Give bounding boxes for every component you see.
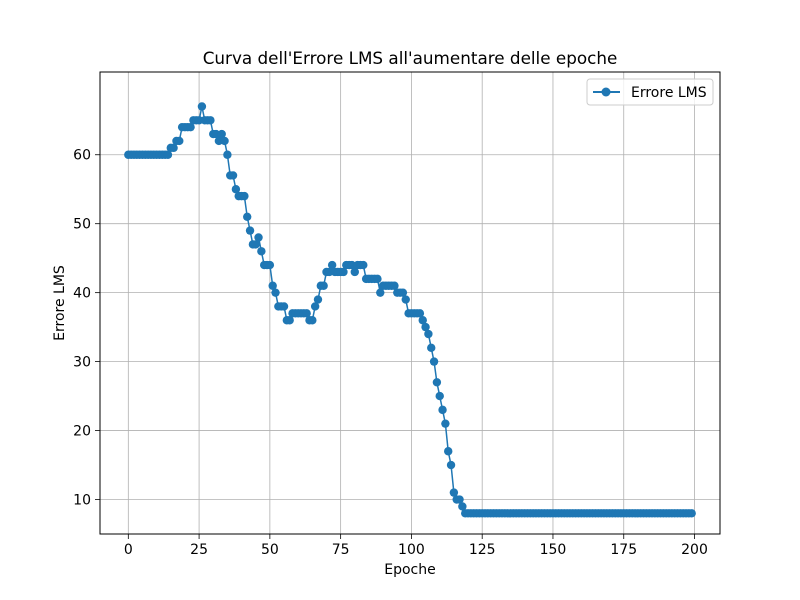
data-point — [435, 391, 444, 401]
data-point — [228, 171, 238, 180]
data-point — [429, 357, 439, 366]
data-point — [223, 150, 232, 159]
data-point — [254, 233, 263, 242]
plot-frame — [99, 71, 721, 535]
data-point — [401, 295, 410, 304]
y-tick-label: 50 — [73, 217, 91, 233]
data-point — [441, 419, 450, 428]
y-tick-label: 10 — [73, 493, 91, 509]
data-point — [313, 295, 323, 304]
series-errore-lms — [124, 102, 696, 518]
data-point — [398, 288, 408, 297]
x-tick-label: 50 — [261, 542, 279, 558]
data-point — [432, 378, 442, 387]
data-point — [339, 267, 348, 277]
x-tick-label: 150 — [540, 542, 567, 558]
data-point — [163, 150, 173, 159]
x-tick-label: 0 — [124, 542, 133, 558]
x-axis-ticks: 0 25 50 75 100 125 150 175 200 — [124, 534, 708, 558]
y-tick-label: 20 — [73, 424, 91, 440]
data-point — [220, 136, 229, 146]
data-point — [257, 247, 266, 256]
data-point — [373, 274, 382, 284]
data-point — [427, 343, 436, 353]
data-point — [319, 281, 328, 290]
data-point — [376, 288, 385, 297]
data-point — [265, 260, 275, 270]
data-point — [421, 322, 430, 332]
data-point — [245, 226, 255, 235]
y-axis-ticks: 10 20 30 40 50 60 — [73, 148, 100, 509]
data-point — [251, 240, 260, 249]
chart-title: Curva dell'Errore LMS all'aumentare dell… — [203, 48, 618, 68]
data-point — [390, 281, 399, 290]
data-point — [327, 260, 337, 270]
x-tick-label: 25 — [190, 542, 208, 558]
x-tick-label: 100 — [398, 542, 425, 558]
legend-marker-swatch — [601, 87, 611, 97]
data-point — [418, 316, 427, 325]
y-axis-label: Errore LMS — [52, 265, 68, 341]
data-point — [285, 316, 294, 325]
data-point — [359, 260, 368, 270]
y-tick-label: 60 — [73, 148, 91, 164]
data-point — [206, 116, 215, 125]
data-point — [687, 509, 696, 518]
data-point — [217, 129, 226, 139]
grid-lines — [100, 72, 720, 534]
data-point — [175, 136, 184, 146]
legend-box — [586, 78, 714, 106]
x-tick-label: 175 — [610, 542, 637, 558]
data-point — [458, 502, 467, 511]
data-point — [444, 447, 453, 456]
x-axis-label: Epoche — [384, 562, 435, 578]
x-tick-label: 75 — [332, 542, 350, 558]
data-point — [415, 309, 425, 318]
data-point — [268, 281, 277, 290]
y-tick-label: 40 — [73, 286, 91, 302]
data-point — [243, 212, 252, 222]
data-point — [446, 460, 456, 470]
y-tick-label: 30 — [73, 355, 91, 371]
data-point — [279, 302, 289, 311]
legend: Errore LMS — [586, 78, 714, 106]
data-point — [438, 405, 447, 415]
x-tick-label: 125 — [469, 542, 496, 558]
data-point — [231, 185, 241, 194]
legend-label: Errore LMS — [631, 85, 707, 101]
x-tick-label: 200 — [681, 542, 708, 558]
data-point — [350, 267, 359, 277]
data-point — [310, 302, 320, 311]
data-point — [455, 495, 464, 504]
data-point — [424, 329, 433, 339]
data-point — [271, 288, 280, 297]
data-point — [302, 309, 311, 318]
data-point — [449, 488, 459, 497]
data-point — [240, 191, 249, 201]
data-point — [186, 122, 195, 132]
data-point — [197, 102, 207, 111]
data-point — [169, 143, 178, 153]
data-point — [308, 316, 317, 325]
